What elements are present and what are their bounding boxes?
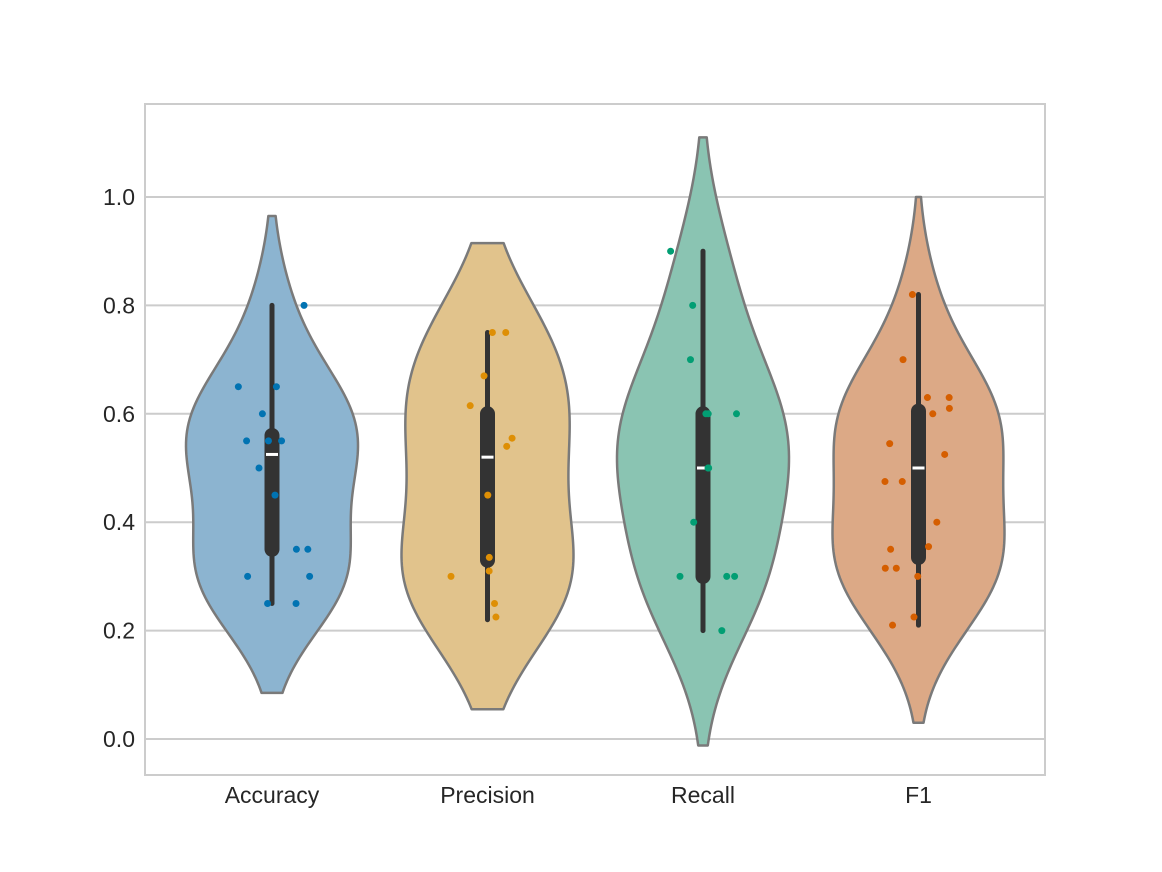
data-point-accuracy — [304, 545, 312, 553]
data-point-f1 — [933, 518, 941, 526]
data-point-recall — [686, 356, 694, 364]
data-point-f1 — [945, 394, 953, 402]
data-point-f1 — [929, 410, 937, 418]
x-tick-label-accuracy: Accuracy — [225, 782, 320, 808]
y-axis-ticks: 0.0 0.2 0.4 0.6 0.8 1.0 — [103, 184, 135, 752]
x-tick-label-precision: Precision — [440, 782, 535, 808]
data-point-precision — [485, 553, 493, 561]
y-tick-label: 0.4 — [103, 509, 135, 535]
data-point-f1 — [925, 543, 933, 551]
data-point-precision — [508, 434, 516, 442]
data-point-f1 — [886, 440, 894, 448]
plot-frame — [144, 103, 1046, 776]
data-point-precision — [466, 402, 474, 410]
x-tick-label-recall: Recall — [671, 782, 735, 808]
data-point-recall — [718, 627, 726, 635]
data-point-f1 — [887, 545, 895, 553]
data-point-recall — [704, 464, 712, 472]
y-tick-label: 0.0 — [103, 726, 135, 752]
data-point-f1 — [910, 613, 918, 621]
data-point-recall — [690, 518, 698, 526]
data-point-accuracy — [271, 491, 279, 499]
data-point-accuracy — [264, 437, 272, 445]
data-point-accuracy — [306, 572, 314, 580]
data-point-f1 — [881, 564, 889, 572]
data-point-precision — [480, 372, 488, 380]
data-point-precision — [485, 567, 493, 575]
box-layer — [264, 248, 926, 634]
data-point-accuracy — [292, 600, 300, 607]
data-point-f1 — [899, 356, 907, 364]
data-point-precision — [484, 491, 492, 499]
data-point-recall — [733, 410, 740, 418]
data-point-accuracy — [278, 437, 286, 445]
violin-layer — [184, 136, 1006, 747]
y-tick-label: 0.8 — [103, 292, 135, 318]
data-point-accuracy — [255, 464, 263, 472]
data-point-f1 — [914, 572, 922, 580]
data-point-accuracy — [272, 383, 280, 391]
y-tick-label: 0.6 — [103, 401, 135, 427]
data-point-f1 — [898, 478, 906, 486]
data-point-f1 — [892, 564, 900, 572]
data-point-precision — [488, 329, 496, 336]
data-point-f1 — [881, 478, 889, 486]
data-point-f1 — [908, 291, 916, 299]
data-point-f1 — [941, 450, 949, 458]
data-point-precision — [492, 613, 500, 621]
data-point-accuracy — [300, 301, 308, 309]
data-point-accuracy — [243, 437, 251, 445]
data-point-recall — [667, 247, 675, 255]
data-point-f1 — [889, 621, 897, 629]
data-point-recall — [704, 410, 712, 418]
data-point-accuracy — [258, 410, 266, 418]
data-point-recall — [689, 301, 697, 309]
x-tick-label-f1: F1 — [905, 782, 932, 808]
data-point-accuracy — [244, 572, 252, 580]
y-tick-label: 1.0 — [103, 184, 135, 210]
data-point-precision — [447, 572, 455, 580]
data-point-f1 — [923, 394, 931, 402]
data-point-recall — [676, 572, 684, 580]
data-point-accuracy — [234, 383, 242, 391]
y-tick-label: 0.2 — [103, 618, 135, 644]
data-point-accuracy — [264, 600, 272, 607]
data-point-precision — [503, 442, 511, 450]
data-point-recall — [731, 572, 739, 580]
x-axis-ticks: Accuracy Precision Recall F1 — [225, 782, 932, 808]
point-layer — [234, 247, 953, 635]
data-point-precision — [502, 329, 510, 336]
data-point-accuracy — [292, 545, 300, 553]
data-point-f1 — [945, 404, 953, 412]
data-point-recall — [723, 572, 731, 580]
data-point-precision — [491, 600, 499, 607]
